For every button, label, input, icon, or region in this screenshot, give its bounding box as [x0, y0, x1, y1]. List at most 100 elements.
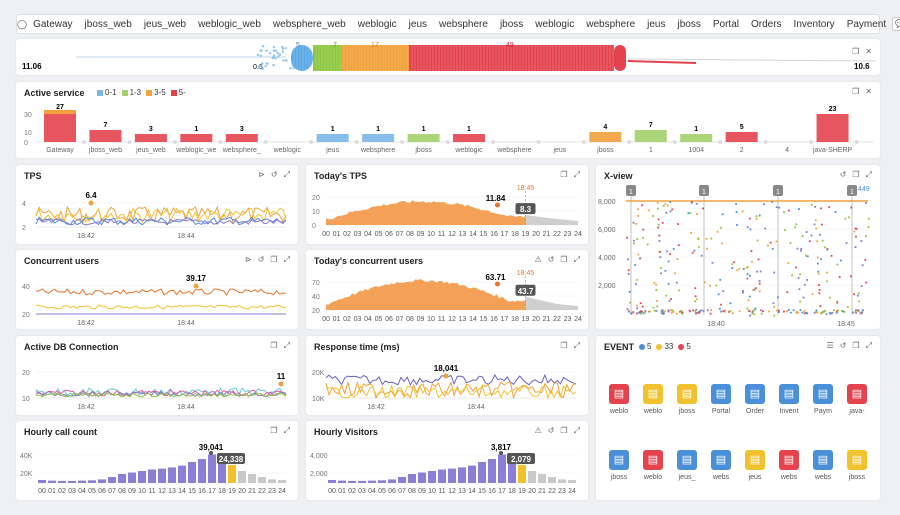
tab-11[interactable]: jeus — [647, 18, 666, 30]
chat-icon[interactable]: 💬 — [892, 17, 900, 31]
xview-point — [795, 311, 798, 314]
maximize-icon[interactable]: ❐ — [560, 255, 568, 264]
xview-point — [778, 206, 781, 209]
maximize-icon[interactable]: ❐ — [560, 341, 568, 350]
share-icon[interactable]: ⊳ — [245, 255, 252, 264]
event-card[interactable]: ▤ jboss — [604, 450, 634, 481]
tab-16[interactable]: Payment — [846, 18, 887, 30]
maximize-icon[interactable]: ❐ — [270, 341, 278, 350]
maximize-icon[interactable]: ❐ — [270, 255, 278, 264]
event-card[interactable]: ▤ Order — [740, 384, 770, 415]
tab-10[interactable]: websphere — [586, 18, 636, 30]
current-label: 2,079 — [511, 455, 532, 464]
event-card[interactable]: ▤ jeus_ — [672, 450, 702, 481]
maximize-icon[interactable]: ❐ — [852, 87, 860, 96]
tab-0[interactable]: Gateway — [33, 18, 73, 30]
close-icon[interactable]: ✕ — [865, 47, 872, 56]
peak-label: 39.17 — [186, 274, 207, 283]
menu-icon[interactable]: ◯ — [17, 18, 28, 29]
server-icon: ▤ — [643, 450, 663, 470]
expand-icon[interactable]: ⤢ — [573, 255, 580, 264]
tab-2[interactable]: jeus_web — [143, 18, 187, 30]
xview-point — [708, 284, 711, 287]
xview-point — [659, 250, 661, 253]
xview-point — [853, 293, 856, 296]
warning-icon[interactable]: ⚠ — [534, 426, 542, 435]
maximize-icon[interactable]: ❐ — [560, 426, 568, 435]
history-icon[interactable]: ↺ — [257, 255, 265, 264]
xview-point — [766, 244, 769, 247]
history-icon[interactable]: ↺ — [839, 170, 847, 179]
xview-point — [735, 211, 738, 213]
event-card[interactable]: ▤ webs — [706, 450, 736, 481]
expand-icon[interactable]: ⤢ — [283, 170, 290, 179]
tab-1[interactable]: jboss_web — [84, 18, 132, 30]
expand-icon[interactable]: ⤢ — [573, 170, 580, 179]
legend-swatch — [97, 89, 103, 96]
peak-label: 3,817 — [491, 443, 512, 452]
xview-marker-label: 1 — [629, 189, 633, 196]
tab-12[interactable]: jboss — [677, 18, 701, 30]
event-card[interactable]: ▤ java- — [842, 384, 872, 415]
event-card[interactable]: ▤ Portal — [706, 384, 736, 415]
maximize-icon[interactable]: ❐ — [852, 341, 860, 350]
tab-13[interactable]: Portal — [712, 18, 739, 30]
xview-point — [817, 270, 820, 273]
history-icon[interactable]: ↺ — [547, 426, 555, 435]
peak-marker — [495, 281, 500, 287]
xview-point — [801, 235, 804, 238]
share-icon[interactable]: ⊳ — [258, 170, 265, 179]
expand-icon[interactable]: ⤢ — [865, 341, 872, 350]
history-icon[interactable]: ↺ — [547, 255, 555, 264]
xview-point — [772, 302, 775, 305]
event-card[interactable]: ▤ weblo — [638, 384, 668, 415]
tab-4[interactable]: websphere_web — [272, 18, 346, 30]
warning-icon[interactable]: ⚠ — [534, 255, 542, 264]
hourly-bar — [58, 480, 66, 483]
tab-9[interactable]: weblogic — [535, 18, 575, 30]
expand-icon[interactable]: ⤢ — [865, 170, 872, 179]
tab-6[interactable]: jeus — [408, 18, 428, 30]
list-icon[interactable]: ☰ — [826, 341, 834, 350]
expand-icon[interactable]: ⤢ — [283, 426, 290, 435]
event-card[interactable]: ▤ Paym — [808, 384, 838, 415]
event-card[interactable]: ▤ webs — [808, 450, 838, 481]
history-icon[interactable]: ↺ — [839, 341, 847, 350]
maximize-icon[interactable]: ❐ — [560, 170, 568, 179]
event-card[interactable]: ▤ Invent — [774, 384, 804, 415]
hourly-bar — [198, 459, 206, 483]
event-card[interactable]: ▤ weblo — [604, 384, 634, 415]
tab-3[interactable]: weblogic_web — [198, 18, 261, 30]
server-icon: ▤ — [609, 450, 629, 470]
x-tick: 06 — [388, 488, 396, 495]
tab-7[interactable]: websphere — [439, 18, 488, 30]
event-card[interactable]: ▤ jboss — [842, 450, 872, 481]
event-card[interactable]: ▤ webs — [774, 450, 804, 481]
maximize-icon[interactable]: ❐ — [852, 47, 860, 56]
event-card[interactable]: ▤ weblo — [638, 450, 668, 481]
x-tick: 18 — [218, 488, 226, 495]
maximize-icon[interactable]: ❐ — [270, 426, 278, 435]
event-card[interactable]: ▤ jboss — [672, 384, 702, 415]
close-icon[interactable]: ✕ — [865, 87, 872, 96]
tab-15[interactable]: Inventory — [793, 18, 835, 30]
xview-point — [820, 258, 822, 260]
xview-point — [695, 298, 698, 301]
history-icon[interactable]: ↺ — [270, 170, 278, 179]
expand-icon[interactable]: ⤢ — [573, 426, 580, 435]
expand-icon[interactable]: ⤢ — [283, 255, 290, 264]
server-icon: ▤ — [745, 450, 765, 470]
xview-point — [655, 289, 658, 292]
bar-value: 3 — [149, 126, 153, 133]
maximize-icon[interactable]: ❐ — [852, 170, 860, 179]
tab-5[interactable]: weblogic — [357, 18, 397, 30]
tab-8[interactable]: jboss — [499, 18, 524, 30]
event-card[interactable]: ▤ jeus — [740, 450, 770, 481]
bar-value: 4 — [603, 124, 607, 131]
xview-point — [826, 248, 829, 251]
expand-icon[interactable]: ⤢ — [573, 341, 580, 350]
expand-icon[interactable]: ⤢ — [283, 341, 290, 350]
xview-point — [710, 309, 712, 311]
tab-14[interactable]: Orders — [750, 18, 782, 30]
